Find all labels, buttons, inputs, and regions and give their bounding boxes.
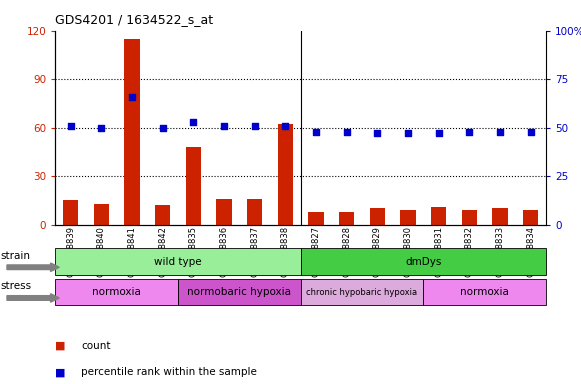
- Point: [311, 129, 321, 135]
- Bar: [216, 199, 232, 225]
- Point: [496, 129, 505, 135]
- Bar: [400, 210, 416, 225]
- Point: [158, 125, 167, 131]
- Bar: [462, 210, 477, 225]
- Point: [219, 122, 228, 129]
- Text: percentile rank within the sample: percentile rank within the sample: [81, 367, 257, 377]
- Bar: [247, 199, 262, 225]
- Bar: [431, 207, 446, 225]
- Bar: [493, 209, 508, 225]
- Point: [96, 125, 106, 131]
- Text: normobaric hypoxia: normobaric hypoxia: [187, 287, 291, 297]
- Text: strain: strain: [1, 251, 31, 261]
- Point: [342, 129, 352, 135]
- Text: ■: ■: [55, 341, 66, 351]
- Bar: [155, 205, 170, 225]
- Text: ■: ■: [55, 367, 66, 377]
- Bar: [339, 212, 354, 225]
- Bar: [94, 204, 109, 225]
- Point: [127, 94, 137, 100]
- Text: GDS4201 / 1634522_s_at: GDS4201 / 1634522_s_at: [55, 13, 213, 26]
- Bar: [309, 212, 324, 225]
- Text: chronic hypobaric hypoxia: chronic hypobaric hypoxia: [306, 288, 418, 297]
- Bar: [124, 39, 139, 225]
- Bar: [523, 210, 539, 225]
- Bar: [370, 209, 385, 225]
- Bar: [185, 147, 201, 225]
- Point: [434, 131, 443, 137]
- Point: [189, 119, 198, 125]
- Text: dmDys: dmDys: [405, 257, 442, 266]
- Point: [66, 122, 75, 129]
- Point: [465, 129, 474, 135]
- Point: [526, 129, 536, 135]
- Point: [403, 131, 413, 137]
- Point: [281, 122, 290, 129]
- Text: stress: stress: [1, 281, 32, 291]
- Text: count: count: [81, 341, 111, 351]
- Point: [373, 131, 382, 137]
- Text: normoxia: normoxia: [92, 287, 141, 297]
- Point: [250, 122, 259, 129]
- Text: normoxia: normoxia: [460, 287, 509, 297]
- Bar: [278, 124, 293, 225]
- Bar: [63, 200, 78, 225]
- Text: wild type: wild type: [154, 257, 202, 266]
